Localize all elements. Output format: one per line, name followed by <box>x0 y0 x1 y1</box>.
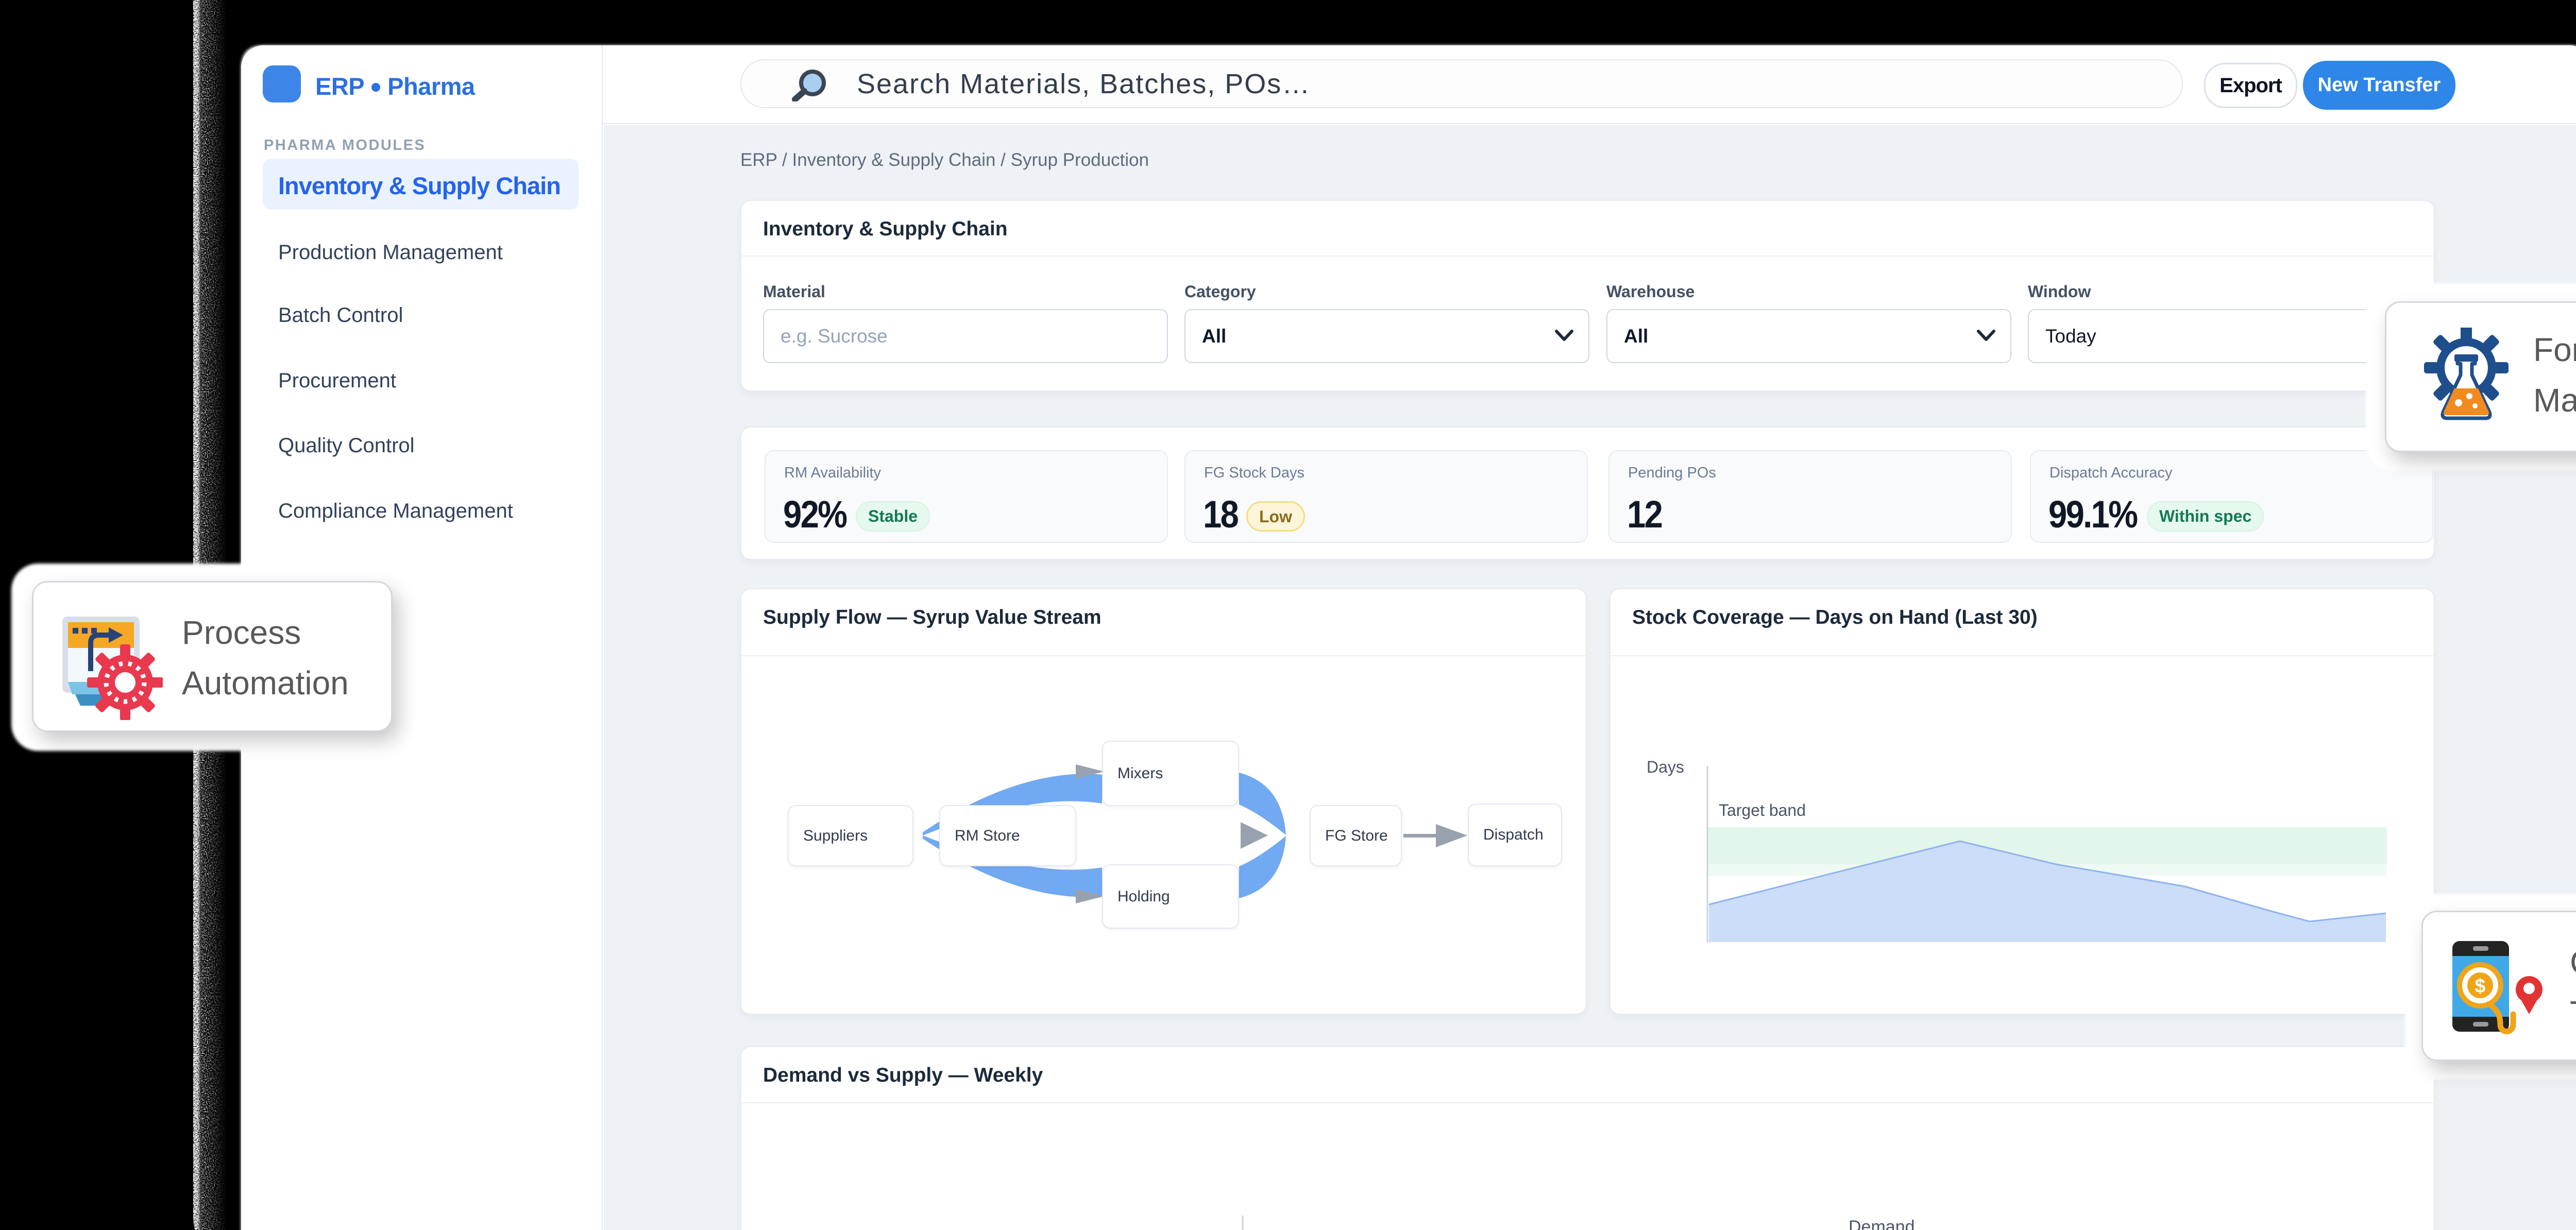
svg-text:Days: Days <box>1647 758 1684 776</box>
svg-text:Target band: Target band <box>1719 801 1806 819</box>
svg-text:$: $ <box>2475 976 2485 997</box>
svg-text:Demand: Demand <box>1849 1217 1915 1230</box>
